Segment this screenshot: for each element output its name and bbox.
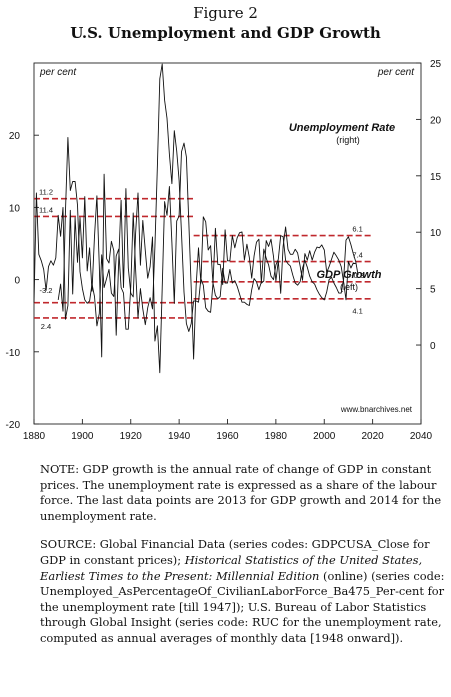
watermark: www.bnarchives.net: [340, 405, 413, 414]
reference-line-label: 4.1: [352, 307, 362, 316]
x-tick-label: 2040: [410, 431, 433, 442]
left-tick-label: 0: [14, 276, 20, 287]
figure-label: Figure 2: [193, 4, 258, 22]
right-tick-label: 10: [430, 228, 442, 239]
right-tick-label: 5: [430, 285, 436, 296]
reference-line-label: 11.4: [39, 205, 53, 214]
x-tick-label: 1920: [120, 431, 143, 442]
legend-gdp-axis: (left): [340, 282, 358, 292]
x-tick-label: 1900: [71, 431, 94, 442]
reference-line-label: 6.1: [352, 225, 362, 234]
x-tick-label: 1980: [265, 431, 288, 442]
right-tick-label: 15: [430, 172, 442, 183]
x-tick-label: 2000: [313, 431, 336, 442]
legend-unemployment-name: Unemployment Rate: [289, 122, 395, 134]
x-tick-label: 2020: [362, 431, 385, 442]
legend-gdp-name: GDP Growth: [317, 269, 382, 281]
reference-line-label: -0.3: [351, 271, 364, 280]
plot-frame: [33, 62, 422, 425]
x-tick-label: 1940: [168, 431, 191, 442]
right-tick-label: 20: [430, 115, 442, 126]
source-italic: Historical Statistics of the United Stat…: [40, 552, 423, 583]
source-part-1: SOURCE: Global Financial Data (series co…: [40, 537, 430, 567]
right-tick-label: 25: [430, 59, 442, 70]
left-tick-label: 20: [9, 131, 21, 142]
right-tick-label: 0: [430, 341, 436, 352]
right-axis-unit-label: per cent: [377, 67, 415, 78]
reference-line-label: 7.4: [352, 251, 362, 260]
chart-title: U.S. Unemployment and GDP Growth: [70, 24, 381, 42]
left-tick-label: 10: [9, 203, 21, 214]
x-tick-label: 1960: [216, 431, 239, 442]
source-part-2: (online) (series code: Unemployed_AsPerc…: [40, 568, 445, 645]
legend-unemployment-axis: (right): [336, 135, 360, 145]
gdp-growth-line: [33, 142, 356, 374]
reference-line-label: 11.2: [39, 188, 53, 197]
source-text: SOURCE: Global Financial Data (series co…: [40, 537, 445, 646]
left-axis-unit-label: per cent: [39, 67, 77, 78]
x-tick-label: 1880: [23, 431, 46, 442]
chart: 1880 1900 1920 1940 1960 1980 2000 2020 2040 051…: [6, 59, 442, 442]
x-axis: 1880 1900 1920 1940 1960 1980 2000 2020 2040: [23, 419, 433, 442]
series-lines: [33, 63, 359, 374]
notes-block: NOTE: GDP growth is the annual rate of c…: [40, 462, 445, 660]
note-text: NOTE: GDP growth is the annual rate of c…: [40, 462, 442, 523]
left-axis: -20 -10 0 10 20: [6, 131, 39, 431]
reference-line-label: 2.4: [41, 322, 51, 331]
unemployment-rate-line: [57, 63, 359, 332]
right-axis: 0 5 10 15 20 25: [416, 59, 442, 352]
left-tick-label: -10: [6, 348, 21, 359]
left-tick-label: -20: [6, 420, 21, 431]
